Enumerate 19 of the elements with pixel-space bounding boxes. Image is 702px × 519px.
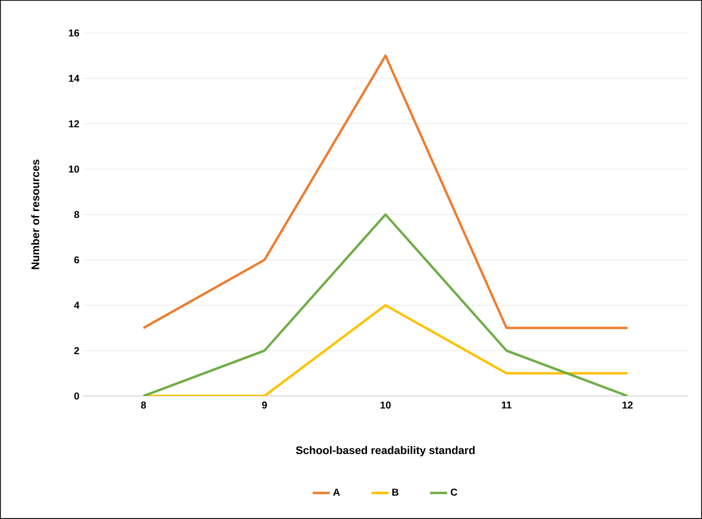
legend-label: C bbox=[450, 488, 458, 496]
y-tick-label: 16 bbox=[68, 29, 80, 37]
x-axis-title: School-based readability standard bbox=[296, 446, 475, 456]
y-tick-label: 2 bbox=[74, 347, 80, 354]
x-tick-label: 12 bbox=[622, 402, 633, 409]
y-tick-label: 0 bbox=[74, 392, 80, 400]
x-tick-label: 8 bbox=[141, 402, 146, 409]
x-tick-label: 10 bbox=[380, 402, 391, 409]
y-tick-label: 6 bbox=[74, 256, 80, 264]
x-tick-label: 9 bbox=[262, 402, 267, 409]
legend-label: B bbox=[392, 488, 398, 496]
y-tick-label: 10 bbox=[68, 166, 80, 173]
x-tick-label: 11 bbox=[502, 402, 512, 408]
legend-label: A bbox=[333, 488, 340, 496]
y-tick-label: 4 bbox=[74, 302, 80, 309]
y-tick-label: 12 bbox=[68, 120, 80, 128]
y-tick-label: 8 bbox=[74, 210, 80, 218]
y-axis-title: Number of resources bbox=[31, 160, 40, 270]
y-tick-label: 14 bbox=[68, 74, 80, 82]
